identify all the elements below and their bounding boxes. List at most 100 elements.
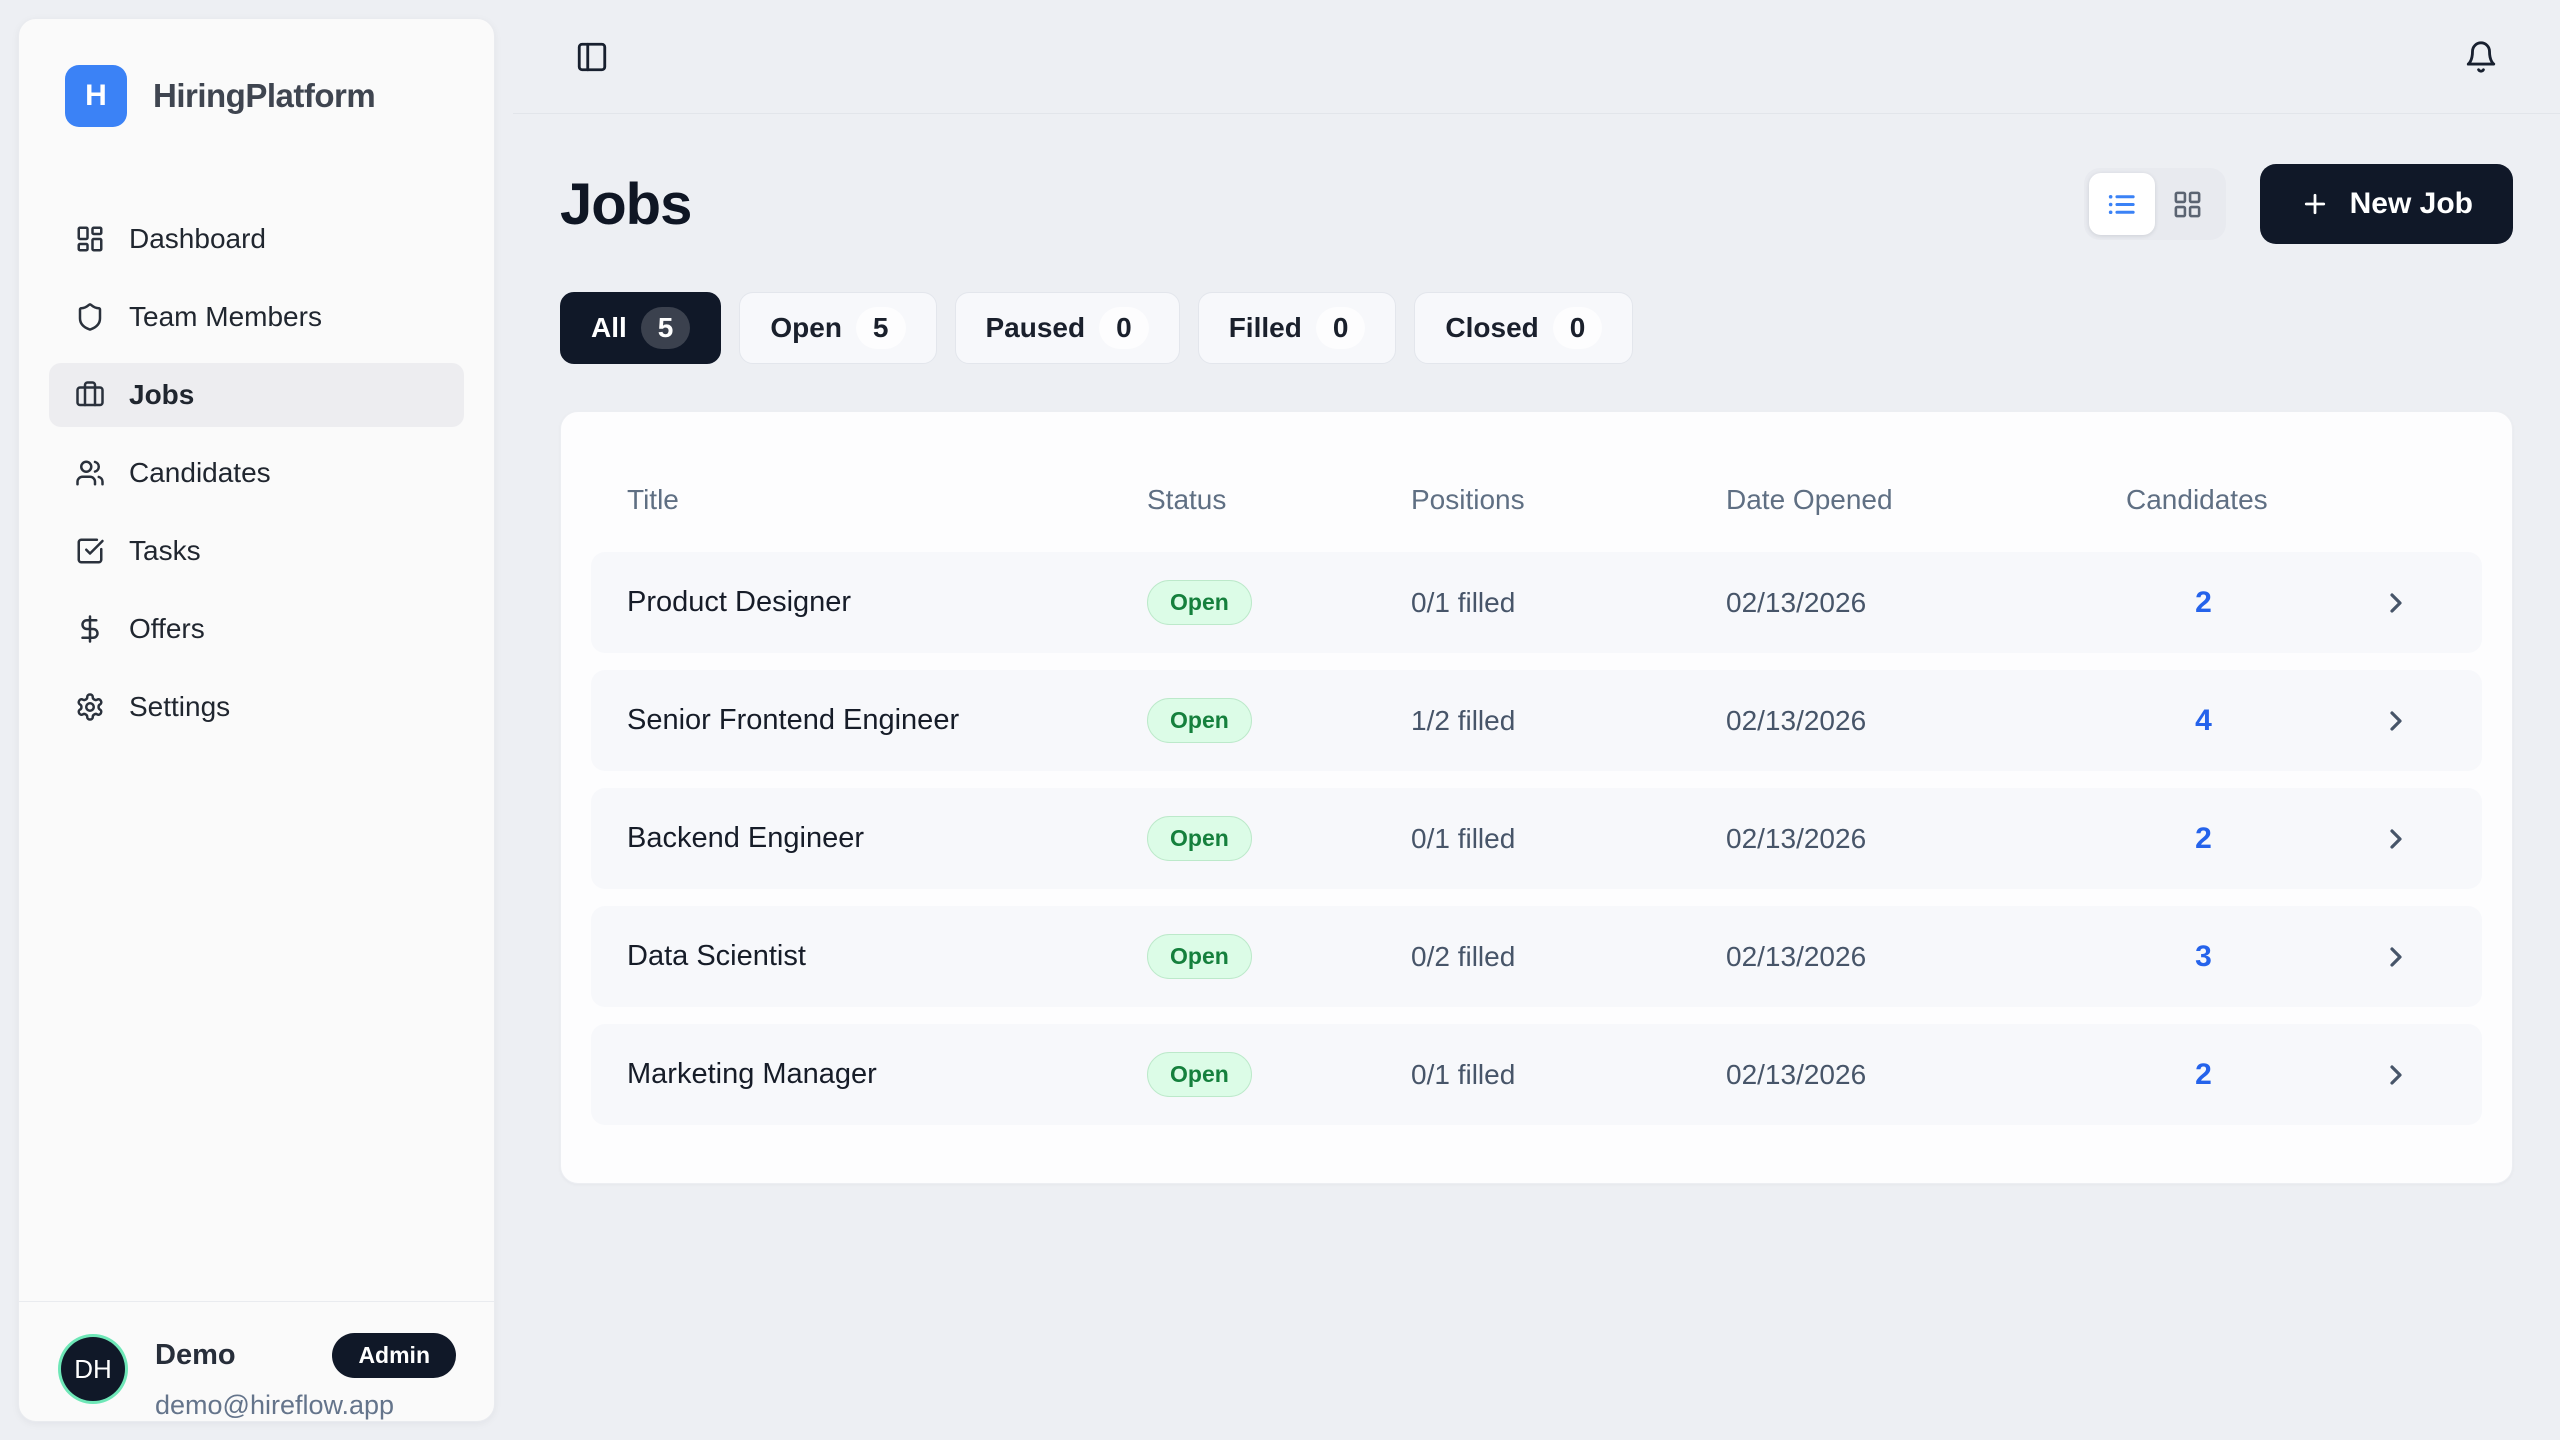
sidebar-item-label: Team Members — [129, 301, 322, 332]
positions-cell: 1/2 filled — [1411, 704, 1516, 736]
table-row[interactable]: Marketing Manager Open 0/1 filled 02/13/… — [591, 1024, 2482, 1125]
date-opened-cell: 02/13/2026 — [1726, 940, 1867, 972]
table-row[interactable]: Data Scientist Open 0/2 filled 02/13/202… — [591, 906, 2482, 1007]
sidebar-item[interactable]: Tasks — [49, 519, 464, 583]
date-opened-cell: 02/13/2026 — [1726, 586, 1867, 618]
sidebar-item[interactable]: Offers — [49, 597, 464, 661]
sidebar-item-label: Candidates — [129, 457, 271, 488]
brand-logo[interactable]: H HiringPlatform — [19, 19, 494, 127]
sidebar-item[interactable]: Settings — [49, 675, 464, 739]
filter-button[interactable]: Filled 0 — [1197, 292, 1397, 364]
filter-count-badge: 5 — [855, 307, 906, 349]
filter-label: All — [591, 312, 627, 343]
positions-cell: 0/1 filled — [1411, 1058, 1516, 1090]
sidebar-item-label: Jobs — [129, 379, 195, 410]
sidebar: H HiringPlatform Dashboard Team Members … — [18, 18, 495, 1422]
sidebar-toggle-button[interactable] — [575, 40, 609, 74]
filter-button[interactable]: All 5 — [560, 292, 722, 364]
user-panel[interactable]: DH Demo Admin demo@hireflow.app — [19, 1301, 494, 1421]
layout-dashboard-icon — [75, 224, 105, 254]
column-header: Title — [627, 484, 679, 515]
avatar: DH — [61, 1337, 125, 1401]
sidebar-item-label: Offers — [129, 613, 205, 644]
sidebar-item[interactable]: Dashboard — [49, 207, 464, 271]
sidebar-item-label: Settings — [129, 691, 231, 722]
job-title: Senior Frontend Engineer — [627, 704, 960, 736]
filter-button[interactable]: Open 5 — [739, 292, 937, 364]
bell-icon — [2464, 40, 2498, 74]
status-badge: Open — [1147, 816, 1252, 861]
dollar-sign-icon — [75, 614, 105, 644]
gear-icon — [75, 692, 105, 722]
filter-count-badge: 0 — [1552, 307, 1603, 349]
candidates-count[interactable]: 3 — [2195, 939, 2212, 973]
chevron-right-icon[interactable] — [2380, 1059, 2412, 1091]
job-title: Data Scientist — [627, 940, 806, 972]
chevron-right-icon[interactable] — [2380, 941, 2412, 973]
column-header: Date Opened — [1726, 484, 1893, 515]
sidebar-nav: Dashboard Team Members Jobs Candidates T… — [19, 127, 494, 739]
page-title: Jobs — [560, 171, 692, 237]
table-row[interactable]: Product Designer Open 0/1 filled 02/13/2… — [591, 552, 2482, 653]
user-email: demo@hireflow.app — [155, 1390, 395, 1420]
brand-name: HiringPlatform — [153, 77, 376, 114]
list-icon — [2106, 189, 2137, 220]
status-badge: Open — [1147, 934, 1252, 979]
date-opened-cell: 02/13/2026 — [1726, 822, 1867, 854]
positions-cell: 0/2 filled — [1411, 940, 1516, 972]
table-header-row: Title Status Positions Date Opened Candi… — [591, 448, 2482, 552]
filter-button[interactable]: Closed 0 — [1414, 292, 1634, 364]
column-header: Candidates — [2126, 484, 2268, 515]
chevron-right-icon[interactable] — [2380, 587, 2412, 619]
new-job-button[interactable]: New Job — [2259, 164, 2513, 244]
plus-icon — [2300, 189, 2330, 219]
positions-cell: 0/1 filled — [1411, 586, 1516, 618]
shield-icon — [75, 302, 105, 332]
list-view-button[interactable] — [2088, 173, 2155, 235]
main-area: Jobs New Job All — [513, 0, 2560, 1440]
jobs-table: Title Status Positions Date Opened Candi… — [560, 411, 2513, 1184]
table-row[interactable]: Backend Engineer Open 0/1 filled 02/13/2… — [591, 788, 2482, 889]
sidebar-item[interactable]: Candidates — [49, 441, 464, 505]
notifications-button[interactable] — [2464, 40, 2498, 74]
panel-left-icon — [575, 40, 609, 74]
sidebar-item[interactable]: Team Members — [49, 285, 464, 349]
column-header: Status — [1147, 484, 1227, 515]
status-filters: All 5 Open 5 Paused 0 Filled 0 — [560, 292, 2513, 364]
status-badge: Open — [1147, 1052, 1252, 1097]
filter-label: Paused — [985, 312, 1086, 343]
status-badge: Open — [1147, 580, 1252, 625]
candidates-count[interactable]: 2 — [2195, 585, 2212, 619]
sidebar-item[interactable]: Jobs — [49, 363, 464, 427]
job-title: Product Designer — [627, 586, 852, 618]
grid-icon — [2172, 189, 2203, 220]
view-toggle — [2083, 168, 2226, 240]
briefcase-icon — [75, 380, 105, 410]
user-name: Demo — [155, 1339, 236, 1371]
candidates-count[interactable]: 2 — [2195, 821, 2212, 855]
filter-button[interactable]: Paused 0 — [954, 292, 1180, 364]
date-opened-cell: 02/13/2026 — [1726, 704, 1867, 736]
candidates-count[interactable]: 2 — [2195, 1057, 2212, 1091]
filter-count-badge: 5 — [640, 307, 691, 349]
positions-cell: 0/1 filled — [1411, 822, 1516, 854]
column-header: Positions — [1411, 484, 1525, 515]
filter-count-badge: 0 — [1099, 307, 1149, 349]
status-badge: Open — [1147, 698, 1252, 743]
job-title: Marketing Manager — [627, 1058, 877, 1090]
content: Jobs New Job All — [513, 164, 2560, 1184]
sidebar-item-label: Tasks — [129, 535, 201, 566]
candidates-count[interactable]: 4 — [2195, 703, 2212, 737]
role-badge: Admin — [332, 1333, 456, 1378]
filter-count-badge: 0 — [1315, 307, 1366, 349]
grid-view-button[interactable] — [2155, 173, 2221, 235]
check-square-icon — [75, 536, 105, 566]
filter-label: Closed — [1445, 312, 1539, 343]
filter-label: Filled — [1228, 312, 1302, 343]
table-row[interactable]: Senior Frontend Engineer Open 1/2 filled… — [591, 670, 2482, 771]
topbar — [513, 0, 2560, 114]
chevron-right-icon[interactable] — [2380, 823, 2412, 855]
chevron-right-icon[interactable] — [2380, 705, 2412, 737]
brand-logo-mark: H — [65, 65, 127, 127]
sidebar-item-label: Dashboard — [129, 223, 266, 254]
